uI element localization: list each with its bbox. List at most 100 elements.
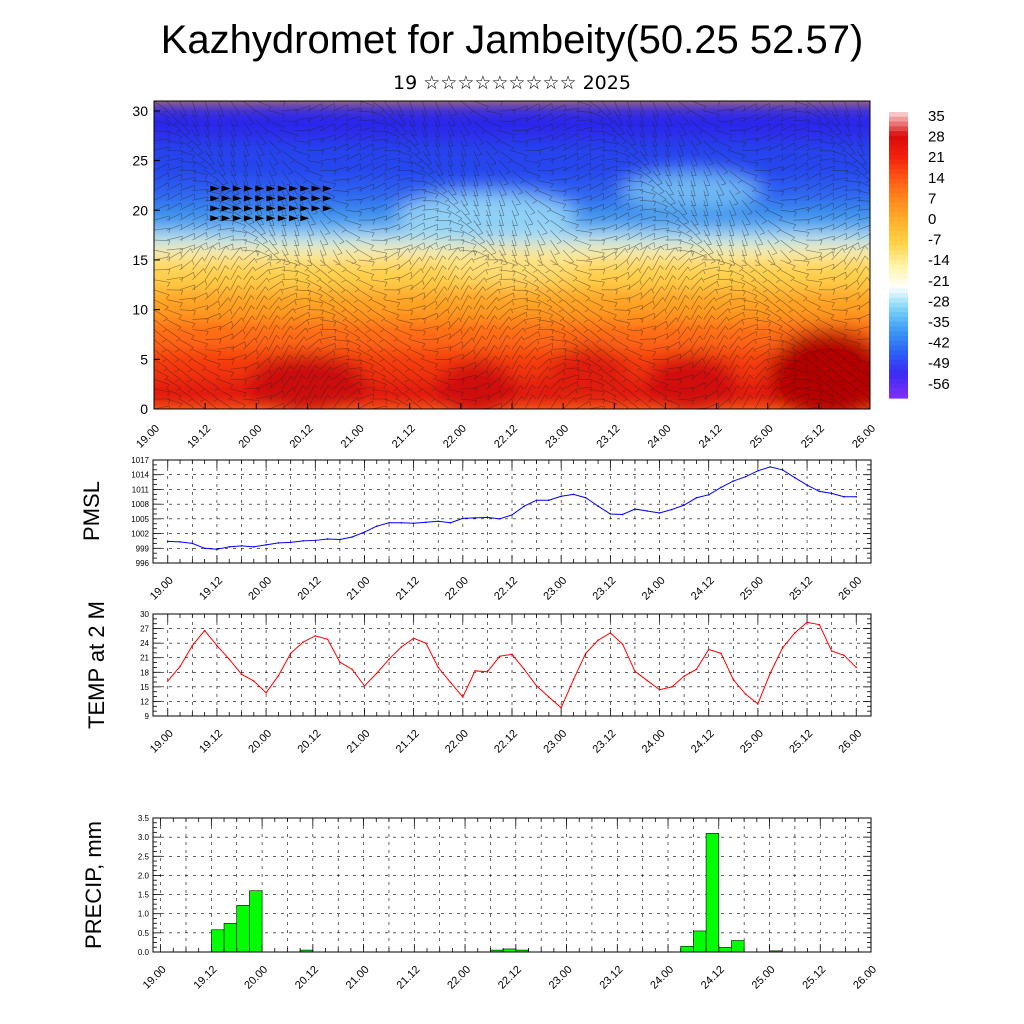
temp-panel-point	[265, 691, 267, 694]
temp-panel-point	[671, 686, 673, 688]
pmsl-panel-point	[818, 490, 821, 493]
colorbar-label: 0	[928, 211, 936, 228]
colorbar-label: 21	[928, 149, 945, 166]
precip-bar	[236, 904, 250, 953]
precip-y-tick-label: 1.5	[138, 891, 150, 900]
pmsl-panel-point	[646, 510, 649, 512]
temp-panel-point	[363, 685, 366, 687]
colorbar-label: -42	[928, 335, 950, 352]
pmsl-panel-point	[339, 538, 341, 541]
pmsl-panel-x-tick-label: 21.12	[394, 575, 422, 603]
colorbar-label: 28	[928, 129, 945, 146]
temp-panel-y-tick-label: 12	[140, 697, 149, 706]
temp-panel-point	[400, 646, 403, 648]
heatmap-x-tick-label: 24.12	[697, 423, 725, 451]
precip-bar	[731, 940, 745, 953]
heatmap-x-tick-label: 25.12	[799, 423, 827, 451]
temp-panel-point	[732, 678, 735, 681]
temp-panel-point	[462, 696, 464, 698]
temp-panel-y-tick-label: 21	[140, 654, 149, 663]
heatmap-y-tick-label: 10	[132, 302, 148, 318]
heatmap-y-tick-label: 15	[132, 252, 148, 268]
pmsl-panel-y-tick-label: 1002	[131, 530, 149, 539]
temp-panel-x-tick-label: 20.00	[246, 728, 274, 756]
pmsl-panel-point	[671, 508, 673, 511]
temp-panel-point	[560, 706, 562, 709]
heatmap-x-tick-label: 23.12	[594, 423, 622, 451]
pmsl-panel-y-tick-label: 1014	[131, 471, 149, 480]
precip-bar	[249, 890, 263, 953]
precip-y-tick-label: 0.0	[138, 948, 150, 957]
temp-panel-point	[707, 648, 710, 651]
precip-x-tick-label: 22.00	[445, 964, 473, 992]
pmsl-panel-point	[855, 495, 858, 498]
pmsl-panel-x-tick-label: 21.00	[345, 575, 373, 603]
pmsl-panel-point	[621, 513, 624, 516]
temp-panel-x-tick-label: 24.12	[689, 728, 717, 756]
pmsl-panel-point	[191, 542, 194, 545]
pmsl-panel-point	[806, 484, 808, 486]
pmsl-panel-point	[707, 494, 710, 496]
temp-panel-point	[289, 652, 292, 655]
pmsl-panel-point	[314, 539, 317, 542]
pmsl-panel-x-tick-label: 24.00	[640, 575, 668, 603]
heatmap-x-tick-label: 24.00	[646, 423, 674, 451]
heatmap-y-tick-label: 20	[132, 202, 148, 218]
temp-panel-y-tick-label: 15	[140, 683, 149, 692]
temp-panel-point	[634, 670, 636, 673]
temp-panel-point	[474, 670, 476, 672]
precip-x-tick-label: 24.00	[648, 964, 676, 992]
temp-panel-point	[658, 688, 661, 691]
precip-y-tick-label: 3.5	[138, 814, 150, 823]
precip-x-tick-label: 26.00	[851, 964, 879, 992]
pmsl-panel-point	[240, 545, 243, 547]
precip-y-tick-label: 1.0	[138, 910, 150, 919]
pmsl-panel-x-tick-label: 24.12	[689, 575, 717, 603]
temp-panel-point	[166, 680, 169, 682]
pmsl-panel-point	[474, 517, 476, 519]
precip-y-tick-label: 2.5	[138, 852, 150, 861]
temp-panel-point	[486, 671, 489, 673]
pmsl-panel-point	[511, 514, 513, 516]
temp-panel-point	[302, 641, 304, 643]
pmsl-panel-point	[400, 521, 403, 524]
temp-panel-point	[523, 668, 526, 671]
heatmap-y-tick-label: 0	[140, 401, 148, 417]
pmsl-panel-x-tick-label: 23.12	[591, 575, 619, 603]
pmsl-panel-ylabel: PMSL	[79, 481, 104, 541]
pmsl-panel-x-tick-label: 22.12	[492, 575, 520, 603]
pmsl-panel-point	[695, 496, 698, 499]
temp-panel-point	[744, 693, 747, 695]
pmsl-panel: 996 999 1002 1005 1008 1011 1014 1017 19.00 19.12…	[79, 456, 872, 603]
precip-bar	[211, 929, 225, 953]
temp-panel-point	[843, 654, 845, 657]
pmsl-panel-x-tick-label: 19.00	[148, 575, 176, 603]
temp-panel-point	[646, 679, 649, 682]
pmsl-panel-point	[769, 466, 771, 468]
precip-panel: 0.0 0.5 1.0 1.5 2.0 2.5 3.0 3.5 19.00 19.12 20.00 2…	[81, 814, 879, 992]
heatmap-x-tick-label: 22.12	[492, 423, 520, 451]
temp-panel-x-tick-label: 19.12	[197, 728, 225, 756]
heatmap-y-tick-label: 5	[140, 351, 148, 367]
pmsl-panel-point	[609, 513, 612, 515]
temp-panel-point	[375, 672, 378, 675]
pmsl-panel-point	[388, 521, 390, 524]
pmsl-panel-x-tick-label: 23.00	[541, 575, 569, 603]
chart-date: 19 ☆☆☆☆☆☆☆☆☆ 2025	[393, 72, 631, 94]
pmsl-panel-x-tick-label: 25.00	[738, 575, 766, 603]
temp-panel-point	[425, 642, 427, 644]
temp-panel-point	[412, 637, 415, 640]
pmsl-panel-point	[375, 525, 378, 528]
pmsl-panel-point	[486, 516, 489, 519]
pmsl-panel-point	[843, 495, 845, 498]
pmsl-panel-point	[425, 521, 427, 524]
temp-panel-point	[683, 675, 685, 677]
pmsl-panel-x-tick-label: 19.12	[197, 575, 225, 603]
heatmap-x-tick-label: 23.00	[543, 423, 571, 451]
colorbar-label: -7	[928, 232, 941, 249]
pmsl-panel-point	[572, 493, 575, 496]
precip-y-tick-label: 2.0	[138, 871, 150, 880]
temp-panel-x-tick-label: 22.12	[492, 728, 520, 756]
pmsl-panel-point	[793, 476, 796, 479]
pmsl-panel-point	[289, 541, 292, 544]
